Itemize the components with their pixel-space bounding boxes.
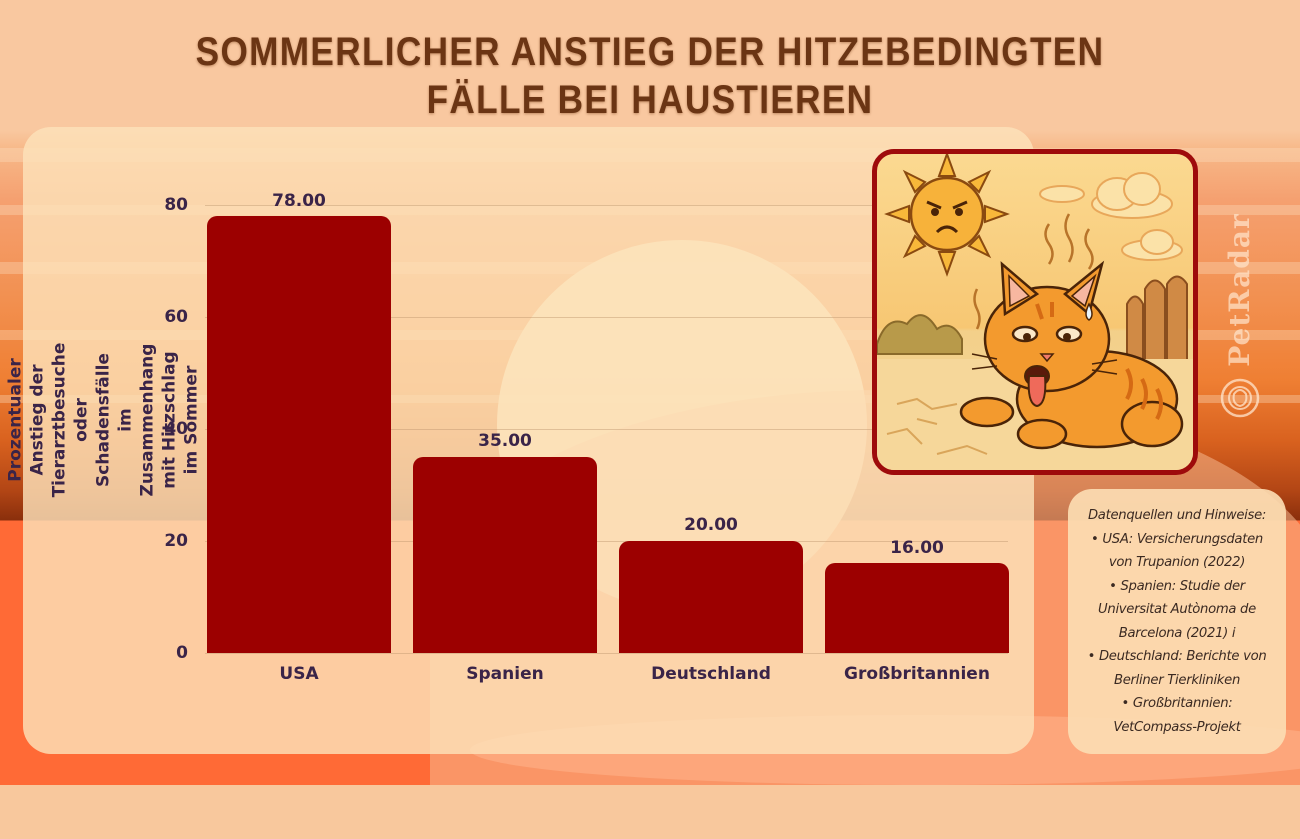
sources-line: • USA: Versicherungsdaten [1091, 531, 1263, 547]
background-ground [0, 785, 1300, 839]
chart-title-line-1: SOMMERLICHER ANSTIEG DER HITZEBEDINGTEN [195, 30, 1105, 74]
x-tick-deutschland: Deutschland [651, 664, 771, 684]
sources-line: • Großbritannien: [1121, 696, 1233, 711]
x-tick-grossbritannien: Großbritannien [844, 664, 990, 684]
value-label-grossbritannien: 16.00 [890, 538, 944, 558]
bar-grossbritannien[interactable] [825, 563, 1009, 653]
gridline-40 [205, 429, 1008, 430]
sources-line: • Deutschland: Berichte von [1087, 649, 1267, 664]
bar-deutschland[interactable] [619, 541, 803, 653]
bar-spanien[interactable] [413, 457, 597, 653]
watermark-brand-text: PetRadar [1223, 213, 1256, 367]
value-label-usa: 78.00 [272, 191, 326, 211]
sources-heading: Datenquellen und Hinweise: [1087, 508, 1267, 523]
y-tick-0: 0 [176, 643, 188, 663]
bar-usa[interactable] [207, 216, 391, 653]
y-tick-60: 60 [164, 307, 188, 327]
sources-line: Barcelona (2021) i [1118, 625, 1236, 641]
sources-line: • Spanien: Studie der [1109, 578, 1245, 594]
value-label-spanien: 35.00 [478, 431, 532, 451]
petradar-watermark: PetRadar [1210, 190, 1270, 430]
cat-and-sun-icon [877, 154, 1193, 470]
sources-line: VetCompass-Projekt [1113, 719, 1241, 735]
gridline-60 [205, 317, 1008, 318]
value-label-deutschland: 20.00 [684, 515, 738, 535]
overheated-cat-illustration [872, 149, 1198, 475]
sources-line: Universitat Autònoma de [1098, 602, 1256, 617]
sources-line: von Trupanion (2022) [1108, 555, 1246, 570]
x-tick-spanien: Spanien [466, 664, 544, 684]
pet-radar-logo-icon [1220, 378, 1260, 418]
gridline-0 [205, 653, 1008, 654]
chart-title-line-2: FÄLLE BEI HAUSTIEREN [426, 78, 874, 122]
gridline-20 [205, 541, 1008, 542]
x-tick-usa: USA [279, 664, 319, 684]
y-tick-80: 80 [164, 195, 188, 215]
sources-line: Berliner Tierkliniken [1113, 672, 1241, 688]
gridline-80 [205, 205, 1008, 206]
y-tick-20: 20 [164, 531, 188, 551]
data-sources-note: Datenquellen und Hinweise: • USA: Versic… [1068, 489, 1286, 754]
chart-title: SOMMERLICHER ANSTIEG DER HITZEBEDINGTEN … [78, 28, 1222, 124]
y-tick-40: 40 [164, 419, 188, 439]
